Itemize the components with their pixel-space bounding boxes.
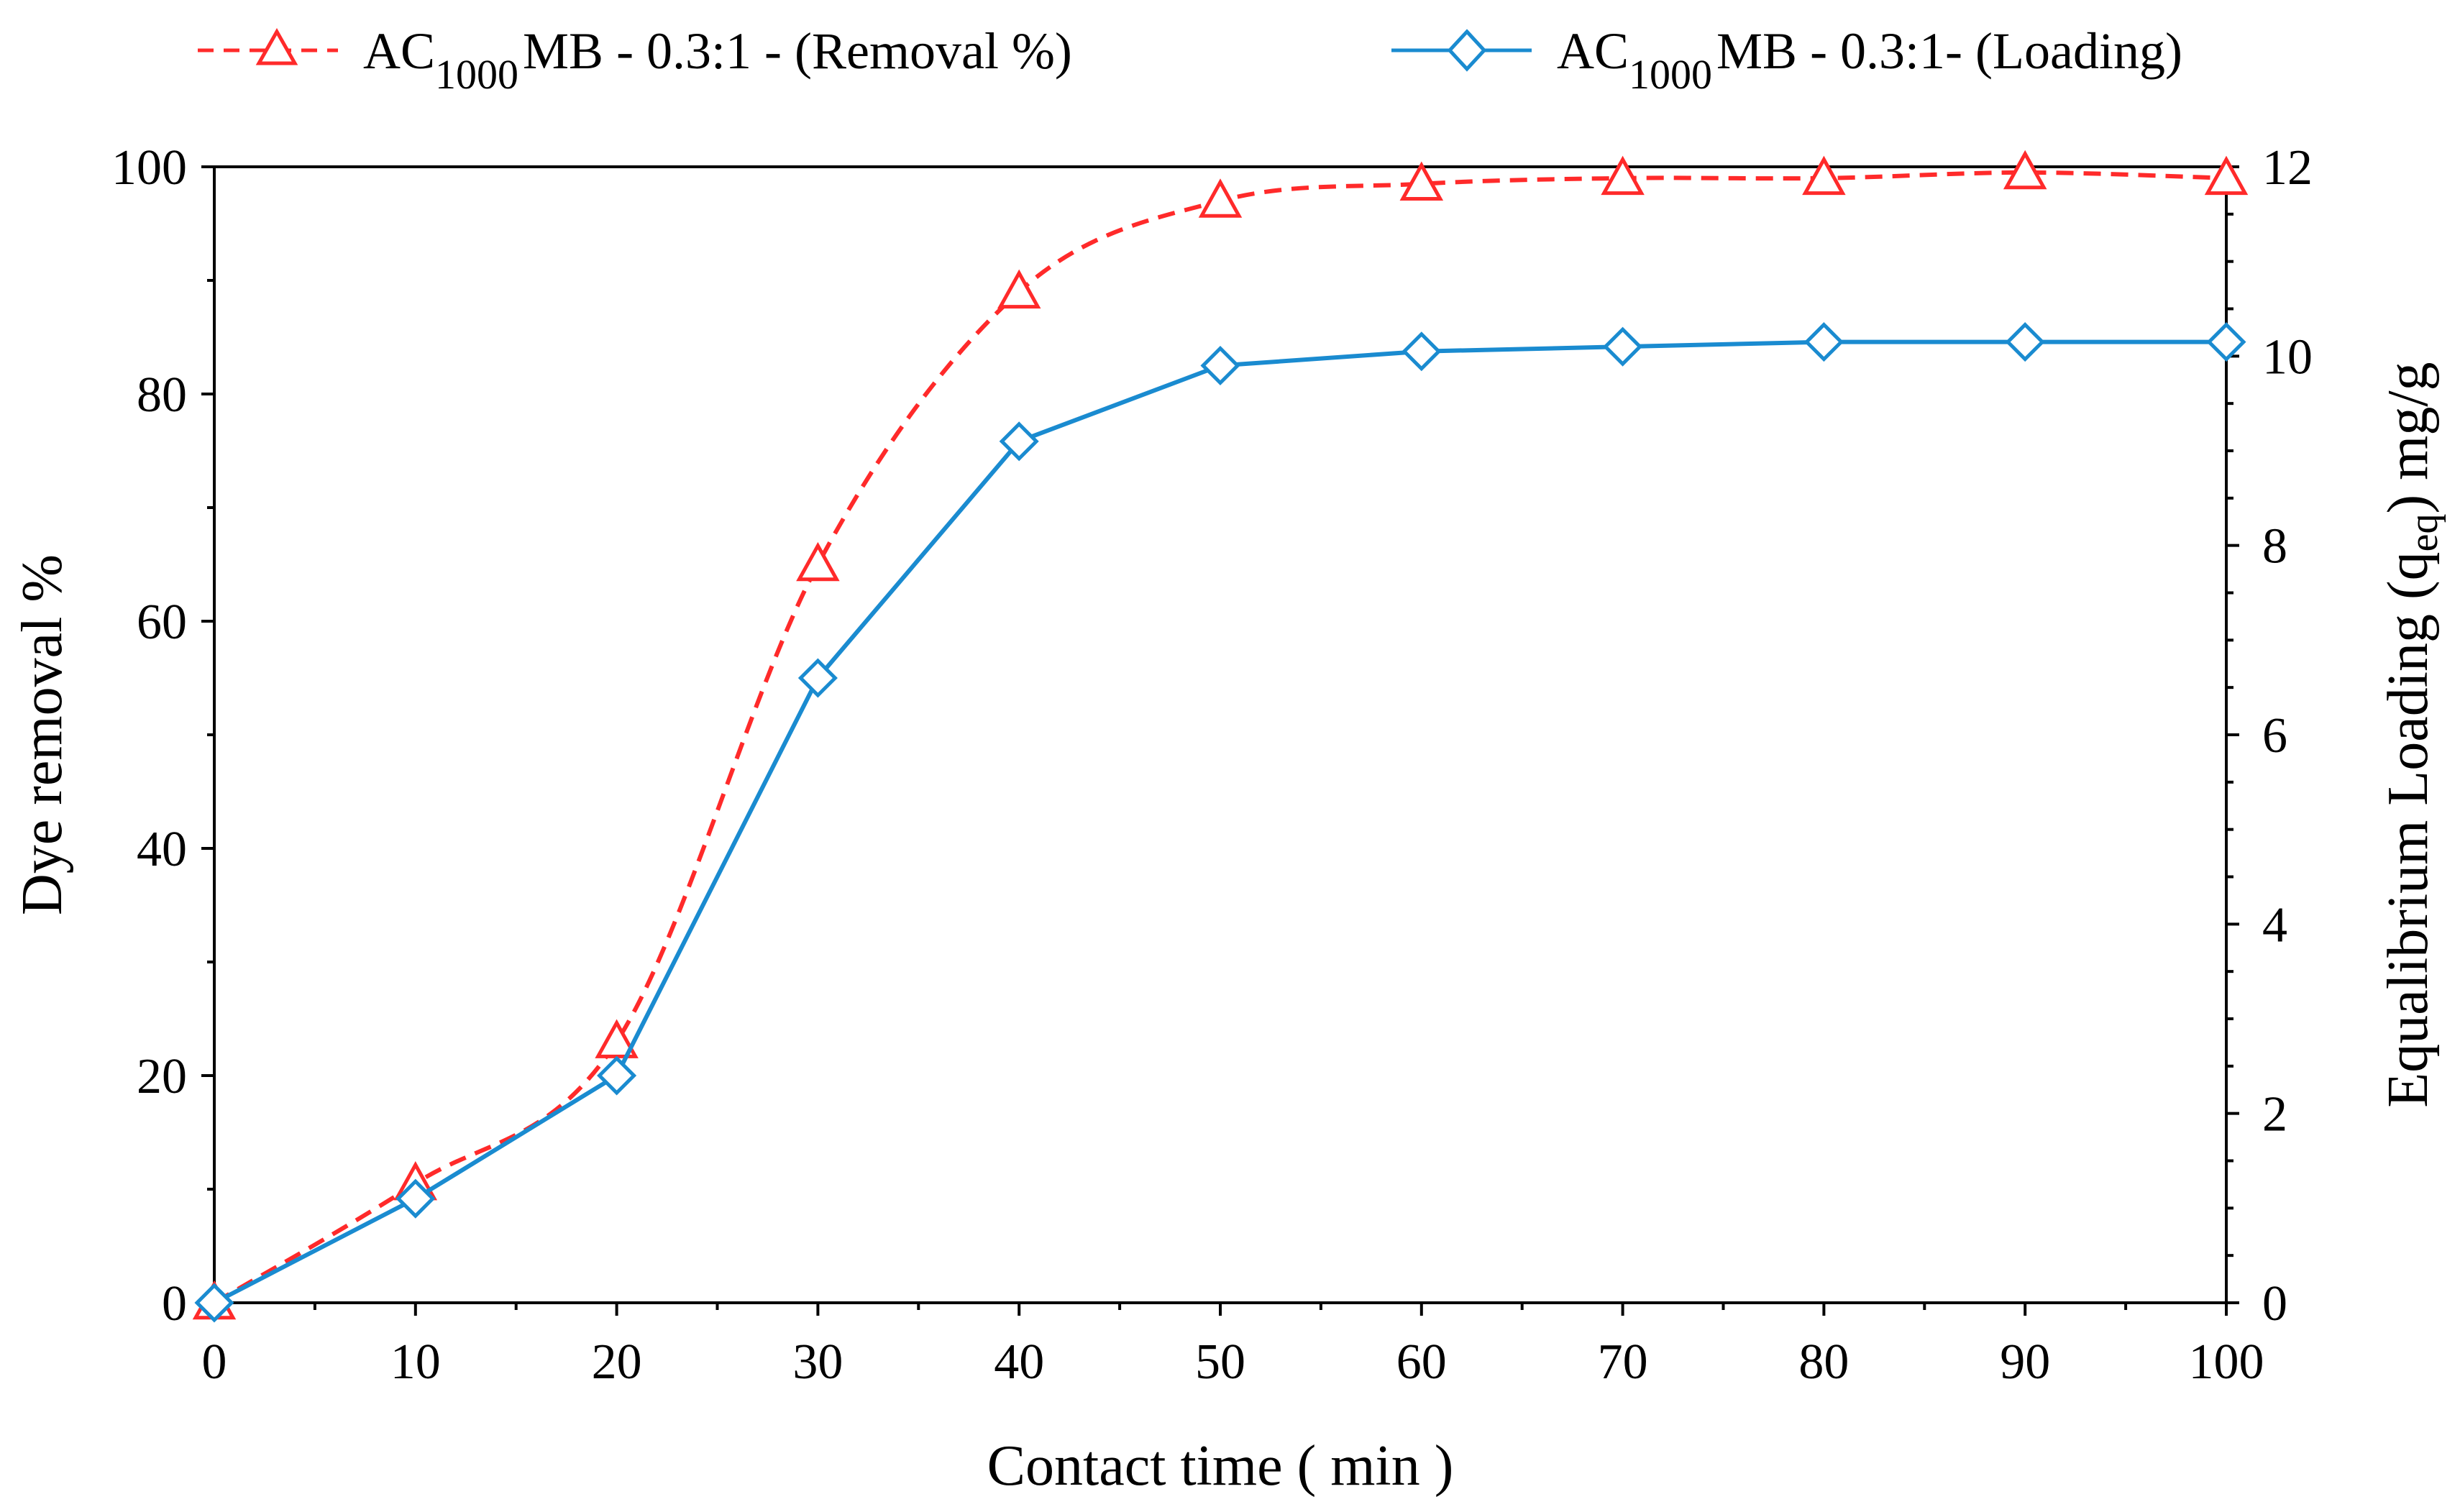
data-point-removal [1802,155,1846,196]
x-tick-label: 10 [390,1334,441,1390]
data-point-loading [194,1283,234,1323]
legend-label-loading: AC1000MB - 0.3:1- (Loading) [1557,22,2182,98]
legend-swatch-loading-marker [1447,29,1487,72]
data-point-loading [999,421,1039,462]
legend-entry-removal: AC1000MB - 0.3:1 - (Removal %) [198,22,1072,98]
data-point-loading [1603,326,1643,367]
y-left-tick-label: 80 [137,367,187,423]
x-tick-label: 90 [2000,1334,2050,1390]
series-line-loading [213,339,2226,1305]
x-tick-label: 60 [1396,1334,1447,1390]
data-point-loading [395,1178,436,1219]
y-left-tick-label: 20 [137,1049,187,1104]
legend-entry-loading: AC1000MB - 0.3:1- (Loading) [1391,22,2182,98]
y-right-tick-label: 0 [2262,1276,2287,1332]
x-tick-label: 50 [1195,1334,1245,1390]
x-tick-label: 80 [1798,1334,1849,1390]
data-point-removal [1399,161,1444,201]
x-tick-label: 30 [792,1334,843,1390]
y-left-tick-label: 0 [162,1276,187,1332]
data-point-loading [1402,331,1442,372]
y-right-tick-label: 10 [2262,329,2313,385]
data-point-removal [2003,150,2047,190]
series-layer [192,150,2249,1323]
y-axis-right: 0 2 4 6 8 10 12 [2226,140,2313,1332]
data-point-loading [1200,345,1240,386]
legend-swatch-removal-marker [255,27,298,65]
y-right-tick-label: 4 [2262,897,2287,953]
data-point-loading [1803,322,1844,362]
y-left-tick-label: 100 [111,140,187,196]
x-tick-label: 20 [592,1334,642,1390]
data-point-removal [1601,155,1645,196]
data-point-loading [2206,322,2246,362]
data-point-loading [797,658,838,698]
x-axis-title: Contact time ( min ) [987,1434,1454,1498]
y-right-tick-label: 6 [2262,708,2287,764]
y-left-tick-label: 60 [137,595,187,650]
y-right-tick-label: 2 [2262,1087,2287,1142]
x-tick-label: 70 [1598,1334,1648,1390]
x-tick-label: 100 [2189,1334,2264,1390]
y-axis-right-title: Equalibrium Loading (qeq) mg/g [2377,362,2446,1107]
data-point-removal [796,541,840,582]
data-point-removal [1198,178,1243,218]
plot-area [213,165,2228,1304]
data-point-loading [597,1055,637,1096]
data-point-removal [2204,155,2249,196]
legend: AC1000MB - 0.3:1 - (Removal %) AC1000MB … [198,22,2182,98]
data-point-loading [2005,322,2045,362]
legend-label-removal: AC1000MB - 0.3:1 - (Removal %) [363,22,1072,98]
y-axis-left-title: Dye removal % [11,554,74,915]
y-right-tick-label: 12 [2262,140,2313,196]
y-left-tick-label: 40 [137,822,187,877]
y-right-tick-label: 8 [2262,519,2287,574]
y-axis-left: 0 20 40 60 80 100 [111,140,214,1332]
x-tick-label: 0 [202,1334,227,1390]
data-point-removal [997,269,1041,309]
x-tick-label: 40 [994,1334,1044,1390]
x-axis: 0 10 20 30 40 50 60 70 80 90 100 [202,1303,2264,1390]
